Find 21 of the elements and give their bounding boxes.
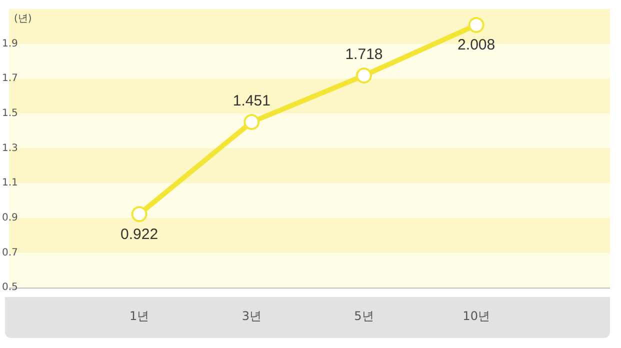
y-tick-label: 1.1	[2, 178, 18, 189]
y-axis-title: (년)	[14, 14, 32, 25]
data-label: 1.451	[232, 92, 270, 110]
point	[244, 114, 260, 130]
y-tick-label: 1.3	[2, 142, 18, 154]
y-tick-label: 1.7	[2, 73, 18, 84]
point	[468, 17, 484, 34]
x-tick-label: 3년	[242, 308, 262, 323]
y-tick-label: 0.5	[2, 282, 18, 294]
y-tick-label: 0.9	[2, 212, 18, 224]
data-label: 2.008	[458, 36, 496, 54]
point	[131, 206, 148, 222]
y-tick-label: 1.5	[2, 108, 18, 120]
x-tick-label: 1년	[129, 308, 150, 323]
data-label: 0.922	[120, 226, 158, 243]
y-tick-label: 1.9	[2, 38, 18, 50]
y-tick-label: 0.7	[2, 247, 18, 258]
data-label: 1.718	[345, 46, 383, 64]
x-tick-label: 10년	[462, 308, 490, 323]
point	[356, 68, 372, 84]
x-tick-label: 5년	[354, 308, 374, 323]
